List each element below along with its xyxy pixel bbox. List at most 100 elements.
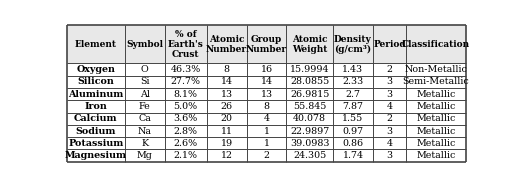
Bar (164, 88, 206, 100)
Text: 2.33: 2.33 (342, 77, 363, 86)
Text: Iron: Iron (84, 102, 107, 111)
Bar (333, 88, 373, 100)
Text: 26: 26 (220, 102, 232, 111)
Text: Na: Na (138, 127, 152, 136)
Text: 12: 12 (220, 151, 232, 160)
Text: 2.7: 2.7 (345, 90, 360, 99)
Text: 1.74: 1.74 (343, 151, 363, 160)
Bar (246, 149, 287, 162)
Bar (164, 125, 206, 137)
Text: 4: 4 (386, 102, 393, 111)
Bar (287, 149, 333, 162)
Text: 1: 1 (264, 127, 269, 136)
Bar (246, 112, 287, 125)
Bar (206, 125, 246, 137)
Text: 26.9815: 26.9815 (290, 90, 329, 99)
Bar (164, 63, 206, 76)
Text: Metallic: Metallic (417, 102, 456, 111)
Text: 4: 4 (264, 114, 269, 123)
Bar (373, 25, 406, 63)
Text: Period: Period (373, 40, 406, 49)
Text: 1.43: 1.43 (342, 65, 363, 74)
Bar (373, 112, 406, 125)
Text: Potassium: Potassium (68, 139, 123, 148)
Text: Metallic: Metallic (417, 114, 456, 123)
Text: Metallic: Metallic (417, 90, 456, 99)
Text: Sodium: Sodium (75, 127, 116, 136)
Bar (287, 88, 333, 100)
Bar (246, 76, 287, 88)
Bar (406, 137, 466, 149)
Text: 2: 2 (386, 65, 393, 74)
Bar (373, 149, 406, 162)
Text: Oxygen: Oxygen (76, 65, 115, 74)
Bar (406, 63, 466, 76)
Bar (333, 25, 373, 63)
Bar (406, 112, 466, 125)
Text: Ca: Ca (138, 114, 151, 123)
Text: Magnesium: Magnesium (65, 151, 127, 160)
Text: Aluminum: Aluminum (68, 90, 123, 99)
Bar (67, 149, 125, 162)
Text: 3: 3 (386, 90, 393, 99)
Bar (333, 149, 373, 162)
Text: Atomic
Weight: Atomic Weight (292, 35, 328, 54)
Bar (125, 100, 164, 112)
Text: 13: 13 (220, 90, 232, 99)
Text: Si: Si (140, 77, 149, 86)
Bar (373, 63, 406, 76)
Bar (67, 125, 125, 137)
Bar (125, 125, 164, 137)
Text: 14: 14 (261, 77, 272, 86)
Bar (67, 112, 125, 125)
Text: 46.3%: 46.3% (171, 65, 201, 74)
Bar (67, 100, 125, 112)
Text: Element: Element (75, 40, 117, 49)
Text: Mg: Mg (137, 151, 152, 160)
Text: 0.86: 0.86 (342, 139, 363, 148)
Text: 19: 19 (220, 139, 232, 148)
Text: 2: 2 (386, 114, 393, 123)
Text: 2.6%: 2.6% (174, 139, 198, 148)
Text: 8.1%: 8.1% (174, 90, 198, 99)
Text: Symbol: Symbol (126, 40, 163, 49)
Text: 2.8%: 2.8% (174, 127, 198, 136)
Bar (206, 88, 246, 100)
Text: 3: 3 (386, 151, 393, 160)
Text: 4: 4 (386, 139, 393, 148)
Bar (333, 112, 373, 125)
Bar (246, 125, 287, 137)
Bar (406, 88, 466, 100)
Bar (67, 137, 125, 149)
Text: 0.97: 0.97 (342, 127, 363, 136)
Text: 14: 14 (220, 77, 232, 86)
Bar (206, 137, 246, 149)
Bar (164, 100, 206, 112)
Bar (206, 112, 246, 125)
Text: 22.9897: 22.9897 (290, 127, 329, 136)
Text: Density
(g/cm³): Density (g/cm³) (334, 35, 372, 54)
Bar (373, 125, 406, 137)
Bar (67, 63, 125, 76)
Text: 1.55: 1.55 (342, 114, 363, 123)
Bar (125, 25, 164, 63)
Bar (287, 100, 333, 112)
Text: 3.6%: 3.6% (174, 114, 198, 123)
Bar (125, 112, 164, 125)
Bar (246, 63, 287, 76)
Text: % of
Earth's
Crust: % of Earth's Crust (168, 30, 203, 59)
Bar (206, 76, 246, 88)
Text: 1: 1 (264, 139, 269, 148)
Bar (67, 76, 125, 88)
Bar (164, 149, 206, 162)
Text: 39.0983: 39.0983 (290, 139, 330, 148)
Text: 8: 8 (264, 102, 269, 111)
Text: 2.1%: 2.1% (174, 151, 198, 160)
Text: 7.87: 7.87 (343, 102, 363, 111)
Text: 11: 11 (220, 127, 232, 136)
Text: 16: 16 (261, 65, 272, 74)
Text: 27.7%: 27.7% (171, 77, 201, 86)
Text: 3: 3 (386, 127, 393, 136)
Bar (125, 137, 164, 149)
Text: Metallic: Metallic (417, 127, 456, 136)
